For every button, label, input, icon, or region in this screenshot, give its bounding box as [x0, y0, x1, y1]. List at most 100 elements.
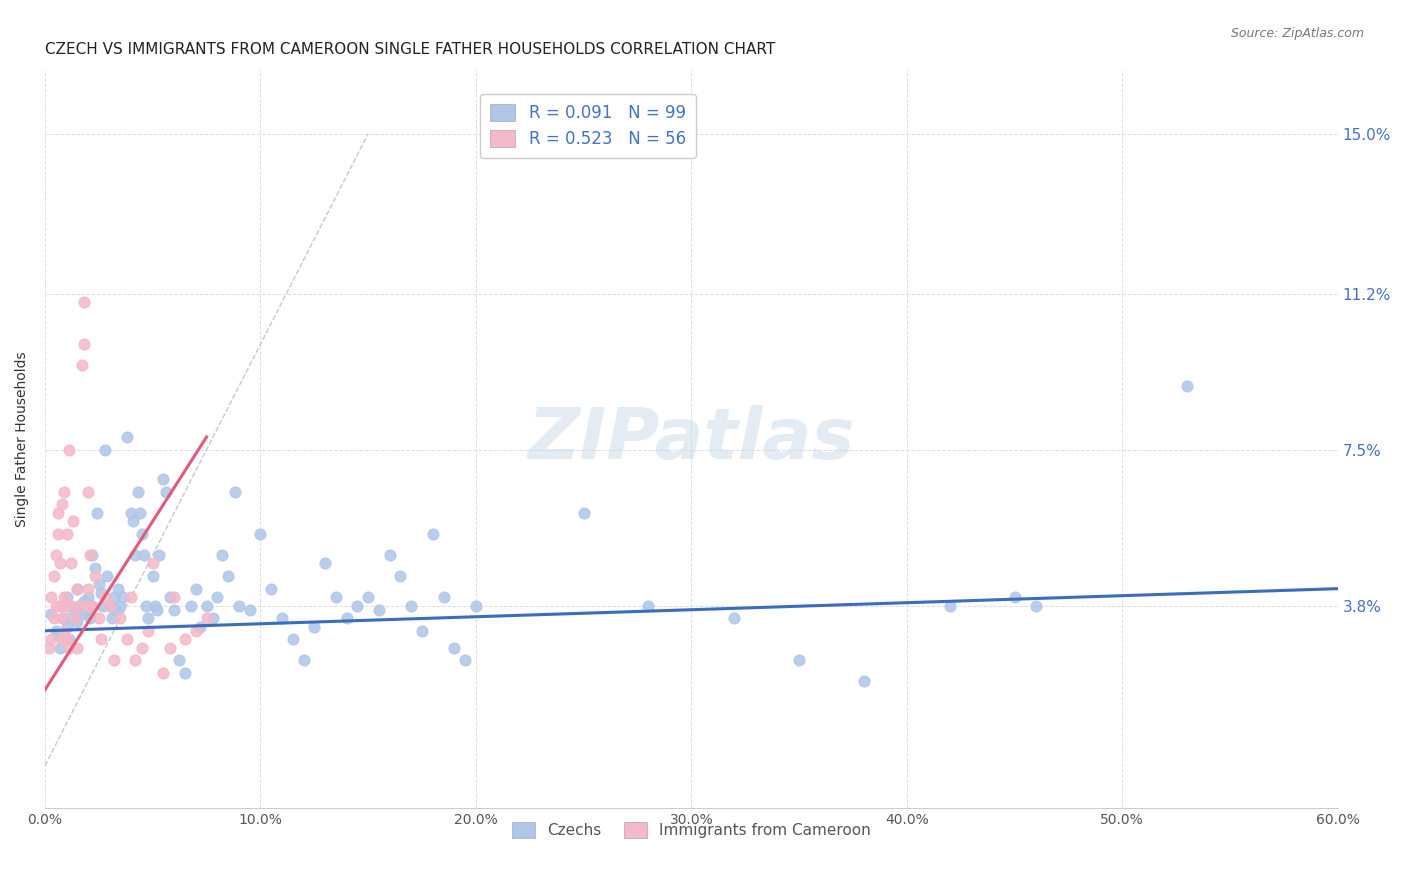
- Point: [131, 640, 153, 655]
- Point: [378, 548, 401, 562]
- Point: [69, 599, 91, 613]
- Point: [135, 599, 157, 613]
- Point: [249, 527, 271, 541]
- Point: [58, 599, 80, 613]
- Point: [66, 615, 89, 630]
- Point: [63, 611, 86, 625]
- Point: [110, 611, 132, 625]
- Point: [83, 560, 105, 574]
- Point: [180, 599, 202, 613]
- Point: [107, 582, 129, 596]
- Point: [51, 632, 73, 647]
- Point: [46, 628, 69, 642]
- Point: [1175, 379, 1198, 393]
- Point: [75, 599, 97, 613]
- Point: [41, 607, 63, 621]
- Point: [152, 665, 174, 680]
- Point: [53, 624, 76, 638]
- Text: CZECH VS IMMIGRANTS FROM CAMEROON SINGLE FATHER HOUSEHOLDS CORRELATION CHART: CZECH VS IMMIGRANTS FROM CAMEROON SINGLE…: [45, 42, 775, 57]
- Point: [51, 497, 73, 511]
- Point: [132, 548, 155, 562]
- Point: [336, 611, 359, 625]
- Point: [79, 611, 101, 625]
- Point: [211, 548, 233, 562]
- Point: [155, 484, 177, 499]
- Point: [111, 590, 134, 604]
- Point: [55, 619, 77, 633]
- Point: [304, 619, 326, 633]
- Point: [70, 359, 93, 373]
- Point: [124, 548, 146, 562]
- Point: [138, 611, 160, 625]
- Point: [73, 594, 96, 608]
- Point: [41, 590, 63, 604]
- Point: [131, 527, 153, 541]
- Point: [195, 611, 218, 625]
- Point: [45, 624, 67, 638]
- Point: [103, 590, 125, 604]
- Point: [110, 599, 132, 613]
- Point: [55, 632, 77, 647]
- Point: [41, 632, 63, 647]
- Point: [167, 653, 190, 667]
- Point: [292, 653, 315, 667]
- Point: [49, 599, 72, 613]
- Point: [58, 442, 80, 457]
- Point: [73, 295, 96, 310]
- Point: [53, 590, 76, 604]
- Point: [454, 653, 477, 667]
- Point: [464, 599, 486, 613]
- Point: [45, 599, 67, 613]
- Point: [49, 640, 72, 655]
- Point: [90, 632, 112, 647]
- Point: [42, 569, 65, 583]
- Point: [281, 632, 304, 647]
- Point: [411, 624, 433, 638]
- Point: [142, 557, 165, 571]
- Point: [91, 599, 114, 613]
- Point: [90, 586, 112, 600]
- Point: [59, 599, 82, 613]
- Point: [55, 527, 77, 541]
- Point: [159, 640, 181, 655]
- Point: [122, 514, 145, 528]
- Point: [55, 590, 77, 604]
- Point: [82, 599, 104, 613]
- Point: [146, 603, 169, 617]
- Point: [152, 472, 174, 486]
- Point: [45, 548, 67, 562]
- Point: [314, 557, 336, 571]
- Point: [77, 484, 100, 499]
- Point: [55, 599, 77, 613]
- Point: [260, 582, 283, 596]
- Y-axis label: Single Father Households: Single Father Households: [15, 351, 30, 527]
- Point: [207, 590, 229, 604]
- Point: [51, 599, 73, 613]
- Point: [195, 599, 218, 613]
- Point: [77, 590, 100, 604]
- Point: [572, 506, 595, 520]
- Point: [163, 590, 186, 604]
- Point: [103, 653, 125, 667]
- Point: [357, 590, 380, 604]
- Point: [422, 527, 444, 541]
- Point: [174, 665, 197, 680]
- Point: [46, 506, 69, 520]
- Point: [1025, 599, 1047, 613]
- Point: [142, 569, 165, 583]
- Point: [51, 611, 73, 625]
- Point: [184, 624, 207, 638]
- Legend: Czechs, Immigrants from Cameroon: Czechs, Immigrants from Cameroon: [506, 816, 877, 845]
- Point: [138, 624, 160, 638]
- Point: [94, 590, 117, 604]
- Point: [148, 548, 170, 562]
- Point: [202, 611, 225, 625]
- Point: [53, 611, 76, 625]
- Point: [98, 599, 121, 613]
- Point: [79, 548, 101, 562]
- Point: [46, 527, 69, 541]
- Point: [73, 337, 96, 351]
- Point: [82, 548, 104, 562]
- Point: [723, 611, 745, 625]
- Point: [637, 599, 659, 613]
